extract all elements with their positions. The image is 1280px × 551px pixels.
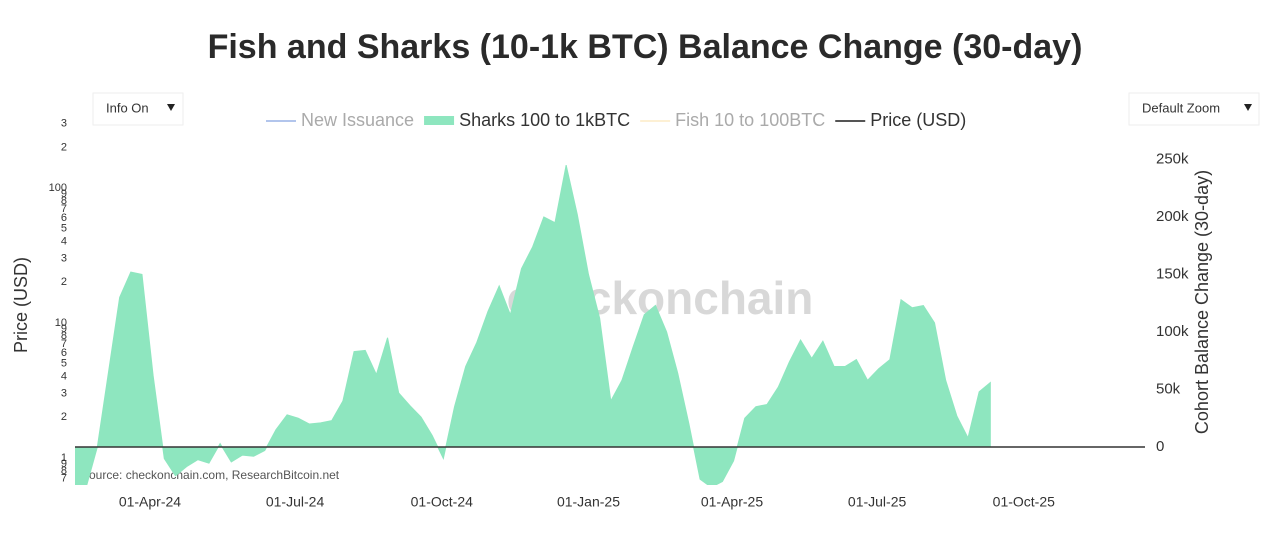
y-tick-label: 4 [61, 236, 67, 248]
dropdown-arrow[interactable] [1244, 104, 1252, 111]
legend-label[interactable]: New Issuance [301, 110, 414, 130]
y-tick-label: 100 [49, 182, 67, 194]
legend-swatch[interactable] [424, 116, 455, 125]
x-tick-label: 01-Oct-25 [993, 494, 1055, 510]
legend-label[interactable]: Price (USD) [870, 110, 966, 130]
source-note: Source: checkonchain.com, ResearchBitcoi… [81, 468, 340, 482]
y2-tick-label: 150k [1156, 265, 1189, 282]
y2-tick-label: 200k [1156, 208, 1189, 225]
x-tick-label: 01-Jul-24 [266, 494, 325, 510]
chart-title: Fish and Sharks (10-1k BTC) Balance Chan… [208, 28, 1083, 66]
y-axis-title: Price (USD) [11, 257, 31, 353]
y-tick-label: 2 [61, 276, 67, 288]
y-tick-label: 5 [61, 223, 67, 235]
dropdown-box[interactable] [92, 92, 184, 126]
y-tick-label: 9 [61, 458, 67, 470]
y2-axis-title: Cohort Balance Change (30-day) [1192, 170, 1212, 434]
y-tick-label: 4 [61, 371, 67, 383]
y-tick-label: 9 [61, 188, 67, 200]
y-tick-label: 10 [55, 317, 67, 329]
y-tick-label: 5 [61, 357, 67, 369]
zoom-dropdown[interactable]: Default Zoom [1128, 92, 1260, 126]
y-tick-label: 3 [61, 118, 67, 130]
y-tick-label: 8 [61, 465, 67, 477]
x-tick-label: 01-Jan-25 [557, 494, 620, 510]
y2-tick-label: 0 [1156, 438, 1164, 455]
y2-tick-label: 50k [1156, 380, 1181, 397]
area [75, 165, 991, 485]
y-tick-label: 7 [61, 338, 67, 350]
y-tick-label: 7 [61, 203, 67, 215]
legend-label[interactable]: Sharks 100 to 1kBTC [459, 110, 630, 130]
y-tick-label: 8 [61, 330, 67, 342]
x-tick-label: 01-Oct-24 [411, 494, 473, 510]
dropdown-box[interactable] [1128, 92, 1260, 126]
y-tick-label: 9 [61, 323, 67, 335]
y-tick-label: 7 [61, 473, 67, 485]
dropdown-arrow[interactable] [167, 104, 175, 111]
y-tick-label: 6 [61, 212, 67, 224]
y2-tick-label: 100k [1156, 323, 1189, 340]
x-tick-label: 01-Apr-24 [119, 494, 181, 510]
legend-label[interactable]: Fish 10 to 100BTC [675, 110, 825, 130]
y-tick-label: 2 [61, 411, 67, 423]
dropdown-label[interactable]: Default Zoom [1142, 100, 1220, 115]
x-tick-label: 01-Apr-25 [701, 494, 763, 510]
y2-tick-label: 250k [1156, 150, 1189, 167]
info-dropdown[interactable]: Info On [92, 92, 184, 126]
y-tick-label: 2 [61, 141, 67, 153]
y-tick-label: 3 [61, 387, 67, 399]
y-tick-label: 6 [61, 347, 67, 359]
dropdown-label[interactable]: Info On [106, 100, 149, 115]
y-tick-label: 3 [61, 252, 67, 264]
y-tick-label: 1 [61, 452, 67, 464]
x-tick-label: 01-Jul-25 [848, 494, 907, 510]
plot-area [75, 165, 991, 485]
y-tick-label: 8 [61, 195, 67, 207]
